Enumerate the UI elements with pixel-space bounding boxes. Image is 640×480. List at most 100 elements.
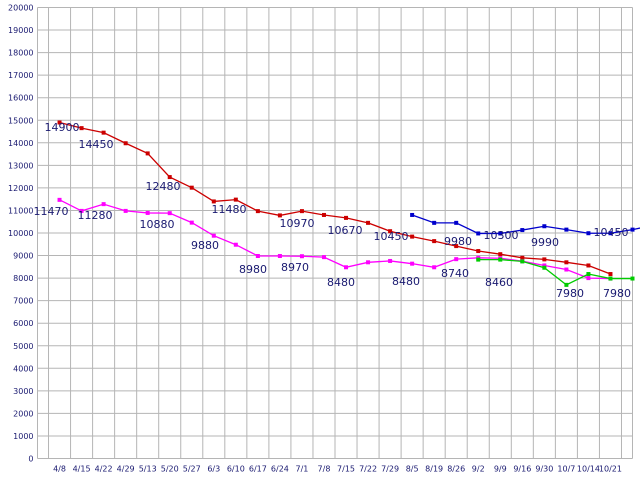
series-data-point: [57, 197, 62, 202]
y-axis-tick-label: 15000: [8, 116, 33, 125]
data-point-label: 10880: [140, 218, 175, 231]
series-data-point: [299, 254, 304, 259]
y-axis-tick-label: 12000: [8, 184, 33, 193]
x-axis-tick-label: 9/16: [513, 465, 531, 474]
series-data-point: [79, 126, 84, 131]
series-data-point: [498, 252, 503, 257]
y-axis-tick-label: 3000: [13, 387, 33, 396]
data-point-label: 8460: [485, 276, 513, 289]
series-line: [59, 121, 611, 275]
series-data-point: [101, 130, 106, 135]
x-axis-tick-label: 7/15: [337, 465, 355, 474]
x-axis-tick-label: 6/3: [207, 465, 220, 474]
x-axis-tick-label: 7/1: [296, 465, 309, 474]
series-data-point: [520, 228, 525, 233]
x-axis-tick-label: 6/10: [227, 465, 245, 474]
series-line: [478, 258, 633, 286]
series-data-point: [344, 215, 349, 220]
y-axis-tick-label: 17000: [8, 71, 33, 80]
series-data-point: [608, 276, 613, 281]
series-data-point: [145, 210, 150, 215]
x-axis-tick-label: 10/14: [577, 465, 600, 474]
data-point-label: 7980: [556, 287, 584, 300]
series-data-point: [608, 231, 613, 236]
series-data-point: [101, 202, 106, 207]
y-axis-tick-label: 5000: [13, 342, 33, 351]
series-data-point: [564, 267, 569, 272]
x-axis-tick-label: 10/7: [557, 465, 575, 474]
series-data-point: [79, 208, 84, 213]
x-axis-tick-label: 4/8: [53, 465, 66, 474]
data-point-label: 12480: [146, 180, 181, 193]
series-data-point: [586, 272, 591, 277]
data-point-label: 8970: [281, 261, 309, 274]
data-point-label: 10970: [280, 217, 315, 230]
data-point-label: 9880: [191, 239, 219, 252]
series-data-point: [520, 255, 525, 260]
data-point-label: 11470: [34, 205, 69, 218]
series-data-point: [57, 120, 62, 125]
series-data-point: [167, 211, 172, 216]
x-axis-tick-label: 9/9: [494, 465, 507, 474]
x-axis-tick-label: 9/2: [472, 465, 485, 474]
series-data-point: [476, 257, 481, 262]
y-axis-tick-labels: 0 1000 2000 3000 4000 5000 6000 7000 8000 9000 100…: [8, 4, 33, 464]
y-axis-tick-label: 11000: [8, 206, 33, 215]
series-data-point: [520, 259, 525, 264]
x-axis-tick-label: 6/24: [271, 465, 289, 474]
data-point-label: 8980: [239, 263, 267, 276]
y-axis-tick-label: 19000: [8, 26, 33, 35]
data-point-label: 11280: [78, 209, 113, 222]
series-data-point: [255, 209, 260, 214]
data-point-label: 8480: [392, 275, 420, 288]
series-data-point: [123, 141, 128, 146]
x-axis-tick-label: 7/8: [318, 465, 331, 474]
series-blue-series: [410, 212, 640, 236]
series-data-point: [454, 244, 459, 249]
x-axis-tick-label: 8/26: [447, 465, 465, 474]
y-axis-tick-label: 18000: [8, 49, 33, 58]
series-data-point: [321, 255, 326, 260]
x-axis-tick-label: 10/21: [599, 465, 622, 474]
data-point-label: 8480: [327, 276, 355, 289]
series-data-point: [366, 260, 371, 265]
series-data-point: [498, 231, 503, 236]
series-green-series: [476, 257, 635, 287]
x-axis-tick-label: 6/17: [249, 465, 267, 474]
y-axis-tick-label: 9000: [13, 252, 33, 261]
y-axis-tick-label: 7000: [13, 297, 33, 306]
y-axis-tick-label: 20000: [8, 4, 33, 13]
data-point-label: 10670: [328, 224, 363, 237]
series-data-point: [277, 213, 282, 218]
x-axis-tick-label: 4/29: [117, 465, 135, 474]
data-point-labels: 14900 14450 12480 11480 10970 10670 10450 9980 1…: [34, 121, 632, 300]
x-axis-tick-label: 8/19: [425, 465, 443, 474]
x-axis-tick-label: 4/15: [73, 465, 91, 474]
series-data-point: [542, 263, 547, 268]
series-data-point: [542, 257, 547, 262]
series-data-point: [255, 254, 260, 259]
series-data-point: [586, 263, 591, 268]
y-axis-tick-label: 4000: [13, 364, 33, 373]
x-axis-tick-label: 7/22: [359, 465, 377, 474]
y-axis-tick-label: 14000: [8, 139, 33, 148]
data-point-label: 7980: [603, 287, 631, 300]
series-data-point: [432, 220, 437, 225]
y-axis-tick-label: 8000: [13, 274, 33, 283]
series-data-point: [476, 231, 481, 236]
series-data-point: [145, 151, 150, 156]
series-data-point: [498, 257, 503, 262]
series-data-point: [123, 208, 128, 213]
series-red-series: [57, 120, 613, 277]
y-axis-tick-label: 16000: [8, 94, 33, 103]
series-data-point: [564, 227, 569, 232]
series-data-point: [608, 272, 613, 277]
data-point-label: 14450: [79, 138, 114, 151]
series-data-point: [211, 233, 216, 238]
series-data-point: [454, 220, 459, 225]
series-data-point: [366, 220, 371, 225]
data-point-label: 14900: [45, 121, 80, 134]
y-axis-tick-label: 10000: [8, 229, 33, 238]
